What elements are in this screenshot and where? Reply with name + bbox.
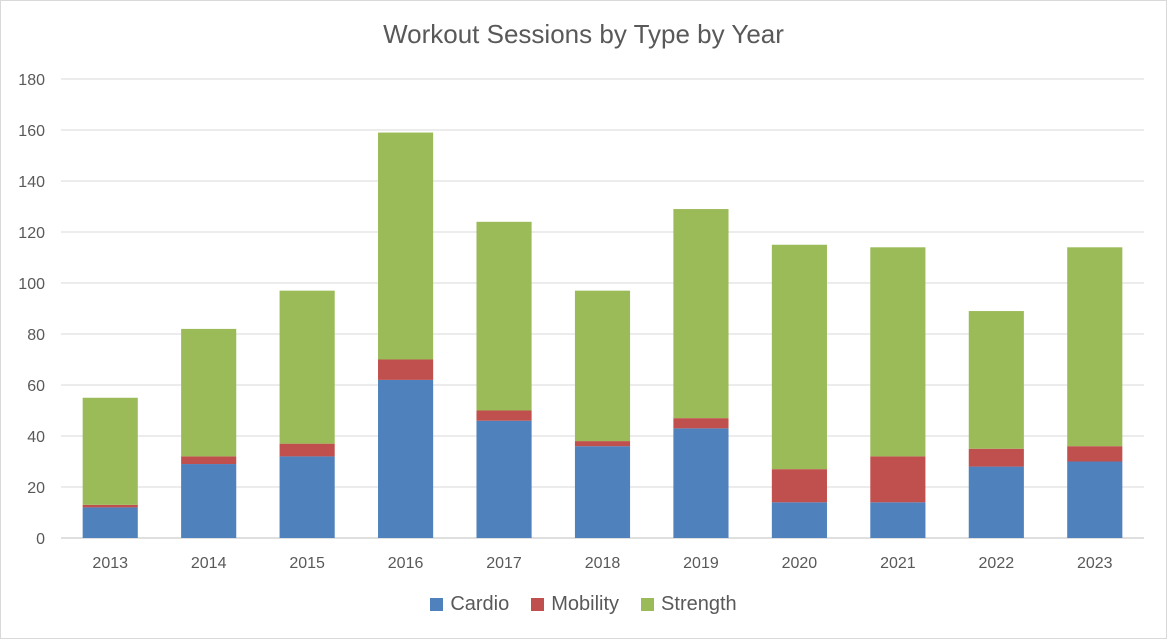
y-tick-label: 180: [18, 72, 45, 89]
bar-segment-cardio: [82, 507, 138, 538]
y-tick-label: 40: [27, 429, 45, 446]
legend-label: Mobility: [551, 593, 620, 615]
bar-segment-cardio: [378, 379, 434, 538]
bar-segment-mobility: [574, 441, 631, 447]
x-tick-label: 2018: [585, 555, 621, 572]
bar-segment-cardio: [1067, 461, 1123, 538]
bar-segment-strength: [574, 290, 631, 442]
y-tick-label: 120: [18, 225, 45, 242]
y-tick-label: 140: [18, 174, 45, 191]
x-tick-label: 2017: [486, 555, 522, 572]
bar-segment-strength: [181, 328, 237, 457]
bar-segment-strength: [1067, 247, 1123, 447]
x-tick-label: 2020: [782, 555, 818, 572]
x-tick-label: 2022: [979, 555, 1015, 572]
bar-segment-cardio: [771, 502, 827, 538]
x-tick-label: 2014: [191, 555, 227, 572]
y-tick-label: 160: [18, 123, 45, 140]
y-tick-label: 0: [36, 531, 45, 548]
bar-segment-mobility: [82, 504, 138, 508]
bar-segment-mobility: [771, 469, 827, 503]
legend-swatch: [430, 598, 444, 611]
chart-legend: Cardio Mobility Strength: [1, 593, 1166, 616]
legend-label: Cardio: [450, 593, 510, 615]
legend-label: Strength: [661, 593, 737, 615]
bar-segment-cardio: [476, 420, 532, 538]
x-tick-label: 2023: [1077, 555, 1113, 572]
legend-item-strength: Strength: [641, 593, 737, 616]
bar-segment-mobility: [279, 443, 335, 457]
bar-segment-cardio: [870, 502, 926, 538]
bar-segment-strength: [476, 221, 532, 411]
bar-segment-strength: [870, 247, 926, 457]
legend-swatch: [641, 598, 655, 611]
bar-segment-strength: [82, 397, 138, 505]
bar-segment-strength: [771, 244, 827, 470]
x-tick-label: 2021: [880, 555, 916, 572]
bar-segment-cardio: [181, 464, 237, 538]
y-tick-label: 20: [27, 480, 45, 497]
bar-segment-cardio: [968, 466, 1024, 538]
x-tick-label: 2016: [388, 555, 424, 572]
bar-segment-mobility: [1067, 446, 1123, 462]
bar-segment-strength: [673, 209, 729, 419]
legend-item-cardio: Cardio: [430, 593, 509, 616]
bar-segment-mobility: [673, 418, 729, 429]
bar-segment-cardio: [574, 446, 631, 538]
legend-swatch: [531, 598, 545, 611]
x-tick-label: 2019: [683, 555, 719, 572]
bar-segment-cardio: [279, 456, 335, 538]
bar-segment-strength: [378, 132, 434, 360]
bar-segment-mobility: [476, 410, 532, 421]
bar-segment-strength: [279, 290, 335, 444]
x-tick-label: 2013: [92, 555, 128, 572]
bar-segment-strength: [968, 311, 1024, 449]
bar-segment-mobility: [378, 359, 434, 380]
x-tick-label: 2015: [289, 555, 325, 572]
y-tick-label: 60: [27, 378, 45, 395]
chart-title: Workout Sessions by Type by Year: [383, 19, 784, 49]
y-tick-label: 100: [18, 276, 45, 293]
bar-segment-mobility: [870, 456, 926, 503]
bar-segment-mobility: [181, 456, 237, 465]
y-tick-label: 80: [27, 327, 45, 344]
bar-segment-mobility: [968, 448, 1024, 467]
legend-item-mobility: Mobility: [531, 593, 619, 616]
bar-segment-cardio: [673, 428, 729, 538]
